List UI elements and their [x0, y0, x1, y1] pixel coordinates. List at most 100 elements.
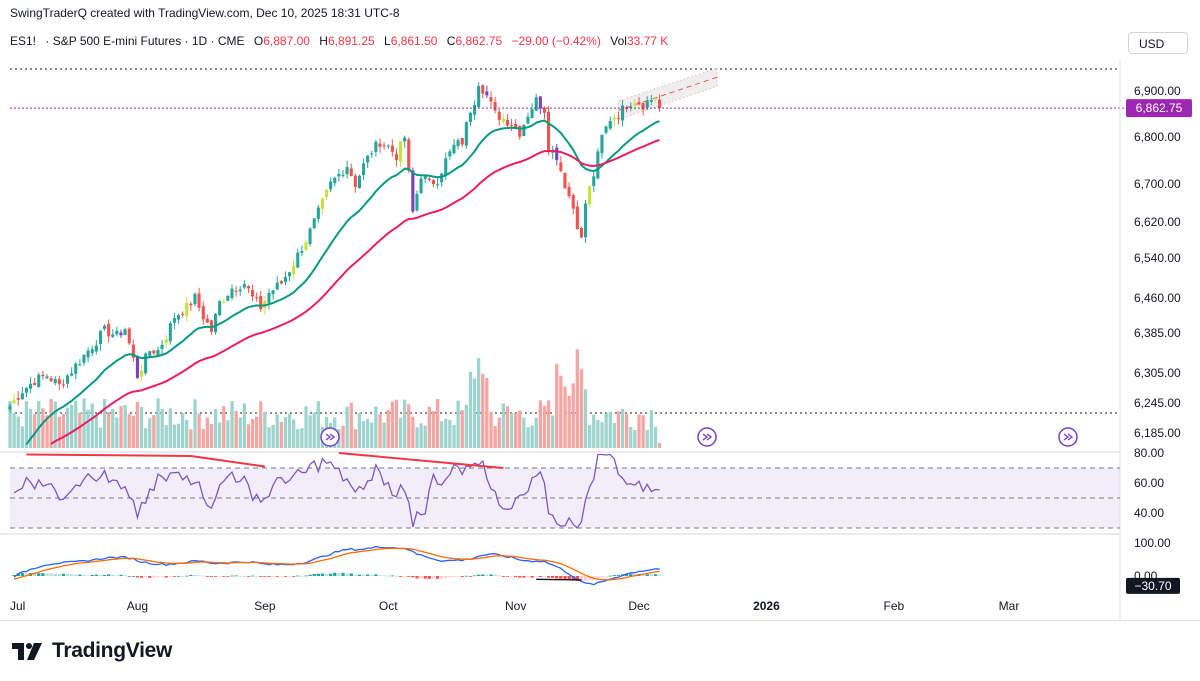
candle-body: [415, 193, 419, 211]
macd-bar: [448, 576, 452, 578]
volume-bar: [312, 412, 316, 448]
volume-bar: [349, 402, 353, 448]
macd-bar: [16, 573, 20, 576]
macd-bar: [604, 576, 608, 577]
symbol-ticker[interactable]: ES1!: [10, 34, 37, 48]
candle-body: [325, 189, 329, 197]
ohlc-change: −29.00 (−0.42%): [511, 34, 601, 48]
macd-bar: [20, 573, 24, 576]
candle-body: [57, 379, 61, 384]
macd-bar: [86, 575, 90, 577]
tradingview-logo[interactable]: TradingView: [12, 639, 172, 663]
macd-bar: [226, 576, 230, 577]
volume-bar: [477, 358, 481, 448]
macd-bar: [370, 574, 374, 576]
volume-bar: [41, 408, 45, 448]
volume-bar: [583, 389, 588, 448]
candle-body: [485, 91, 489, 96]
volume-bar: [246, 424, 251, 448]
volume-bar: [78, 412, 82, 448]
candle-body: [353, 175, 357, 187]
volume-bar: [386, 409, 390, 448]
volume-bar: [538, 400, 542, 448]
candle-body: [600, 134, 604, 154]
macd-bar: [78, 574, 82, 576]
volume-bar: [509, 413, 514, 448]
candle-body: [312, 218, 316, 228]
currency-selector[interactable]: USD: [1128, 32, 1188, 54]
tradingview-logo-icon: [12, 643, 42, 660]
volume-bar: [139, 406, 144, 448]
candle-body: [29, 383, 33, 389]
macd-bar: [600, 576, 604, 578]
volume-bar: [641, 415, 645, 448]
symbol-description: · S&P 500 E-mini Futures · 1D · CME: [45, 34, 245, 48]
candle-body: [246, 286, 250, 289]
candle-body: [604, 126, 608, 133]
volume-bar: [115, 417, 119, 448]
candle-body: [501, 118, 505, 122]
candle-body: [12, 399, 16, 404]
macd-bar: [37, 573, 41, 576]
volume-bar: [546, 400, 551, 448]
macd-bar: [345, 573, 349, 576]
candle-body: [538, 96, 542, 109]
volume-bar: [86, 409, 90, 448]
macd-bar: [575, 576, 579, 581]
volume-bar: [148, 418, 152, 448]
rsi-divergence: [338, 452, 504, 469]
price-axis-label: 6,185.00: [1134, 426, 1181, 440]
macd-bar: [501, 576, 505, 577]
candle-body: [226, 296, 230, 301]
macd-bar: [530, 576, 534, 578]
volume-bar: [131, 415, 135, 448]
macd-bar: [509, 576, 514, 577]
macd-line: [13, 545, 660, 586]
macd-bar: [534, 576, 538, 577]
last-price-tag: [1126, 99, 1192, 118]
candle-body: [456, 140, 460, 147]
volume-bar: [160, 408, 164, 448]
macd-bar: [382, 575, 386, 577]
candle-body: [571, 194, 575, 209]
volume-bar: [522, 417, 526, 448]
macd-bar: [246, 576, 251, 577]
volume-bar: [238, 417, 242, 448]
volume-bar: [649, 410, 653, 448]
volume-bar: [357, 412, 362, 448]
time-axis-label: Jul: [10, 599, 25, 613]
macd-bar: [518, 576, 522, 578]
time-axis-label: Sep: [254, 599, 276, 613]
candle-body: [333, 177, 337, 183]
candle-body: [427, 178, 431, 180]
candle-body: [407, 139, 411, 171]
macd-bar: [139, 576, 144, 578]
macd-bar: [403, 576, 407, 577]
candle-body: [308, 228, 312, 244]
candle-body: [526, 116, 530, 124]
candle-body: [320, 198, 324, 209]
candle-body: [534, 97, 538, 111]
macd-bar: [209, 576, 214, 577]
macd-bar: [468, 576, 473, 577]
candle-body: [567, 186, 571, 197]
macd-bar: [94, 574, 98, 576]
volume-bar: [53, 401, 57, 448]
volume-bar: [374, 406, 378, 448]
macd-bar: [608, 575, 612, 577]
macd-bar: [629, 573, 633, 576]
macd-bar: [329, 573, 333, 576]
volume-bar: [501, 403, 505, 448]
rsi-divergence: [26, 453, 191, 457]
chart-canvas[interactable]: 6,862.75 6,185.00 6,245.00 6,305.00 6,385.00…: [0, 0, 1200, 620]
candle-body: [411, 170, 415, 212]
macd-axis-label: 100.00: [1134, 536, 1171, 550]
candle-body: [633, 103, 637, 106]
volume-bar: [645, 429, 649, 448]
candle-body: [103, 325, 107, 329]
candle-body: [345, 167, 349, 175]
candle-body: [296, 252, 300, 268]
macd-bar: [435, 576, 440, 579]
volume-bar: [144, 428, 148, 448]
candle-body: [547, 111, 551, 152]
